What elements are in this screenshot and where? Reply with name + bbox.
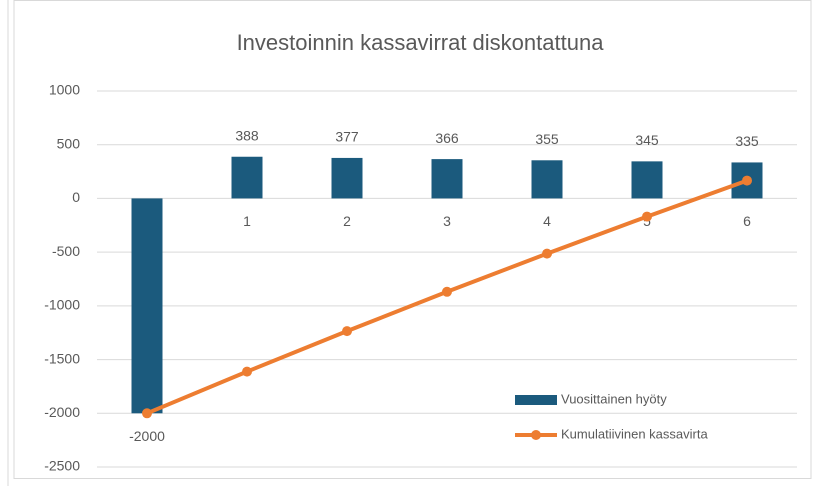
legend-marker xyxy=(531,430,541,440)
y-tick-label: -500 xyxy=(52,243,80,259)
line-point xyxy=(142,408,152,419)
x-tick-label: 2 xyxy=(343,213,351,229)
data-label: -2000 xyxy=(129,428,165,444)
bar xyxy=(531,160,563,199)
line-point xyxy=(442,286,452,297)
chart-title: Investoinnin kassavirrat diskontattuna xyxy=(237,30,605,55)
y-tick-label: -1000 xyxy=(44,297,80,313)
bar xyxy=(331,157,363,199)
x-tick-label: 6 xyxy=(743,213,751,229)
legend-label: Kumulatiivinen kassavirta xyxy=(561,426,708,441)
bar xyxy=(231,156,263,199)
line-point xyxy=(642,211,652,222)
x-tick-label: 1 xyxy=(243,213,251,229)
line-point xyxy=(342,326,352,337)
bar xyxy=(631,161,663,199)
data-label: 388 xyxy=(235,127,259,143)
y-tick-label: 1000 xyxy=(49,82,80,98)
bar xyxy=(131,198,163,414)
data-label: 377 xyxy=(335,129,359,145)
data-label: 335 xyxy=(735,133,759,149)
legend-label: Vuosittainen hyöty xyxy=(561,391,667,406)
data-label: 355 xyxy=(535,131,559,147)
line-point xyxy=(242,366,252,377)
y-tick-label: -2500 xyxy=(44,458,80,474)
data-label: 366 xyxy=(435,130,459,146)
y-tick-label: -1500 xyxy=(44,350,80,366)
y-tick-label: -2000 xyxy=(44,404,80,420)
line-point xyxy=(542,248,552,259)
bar xyxy=(431,159,463,199)
x-tick-label: 4 xyxy=(543,213,551,229)
y-tick-label: 500 xyxy=(57,135,81,151)
y-tick-label: 0 xyxy=(72,189,80,205)
data-label: 345 xyxy=(635,132,659,148)
legend-swatch xyxy=(515,395,557,405)
x-tick-label: 3 xyxy=(443,213,451,229)
line-point xyxy=(742,175,752,186)
